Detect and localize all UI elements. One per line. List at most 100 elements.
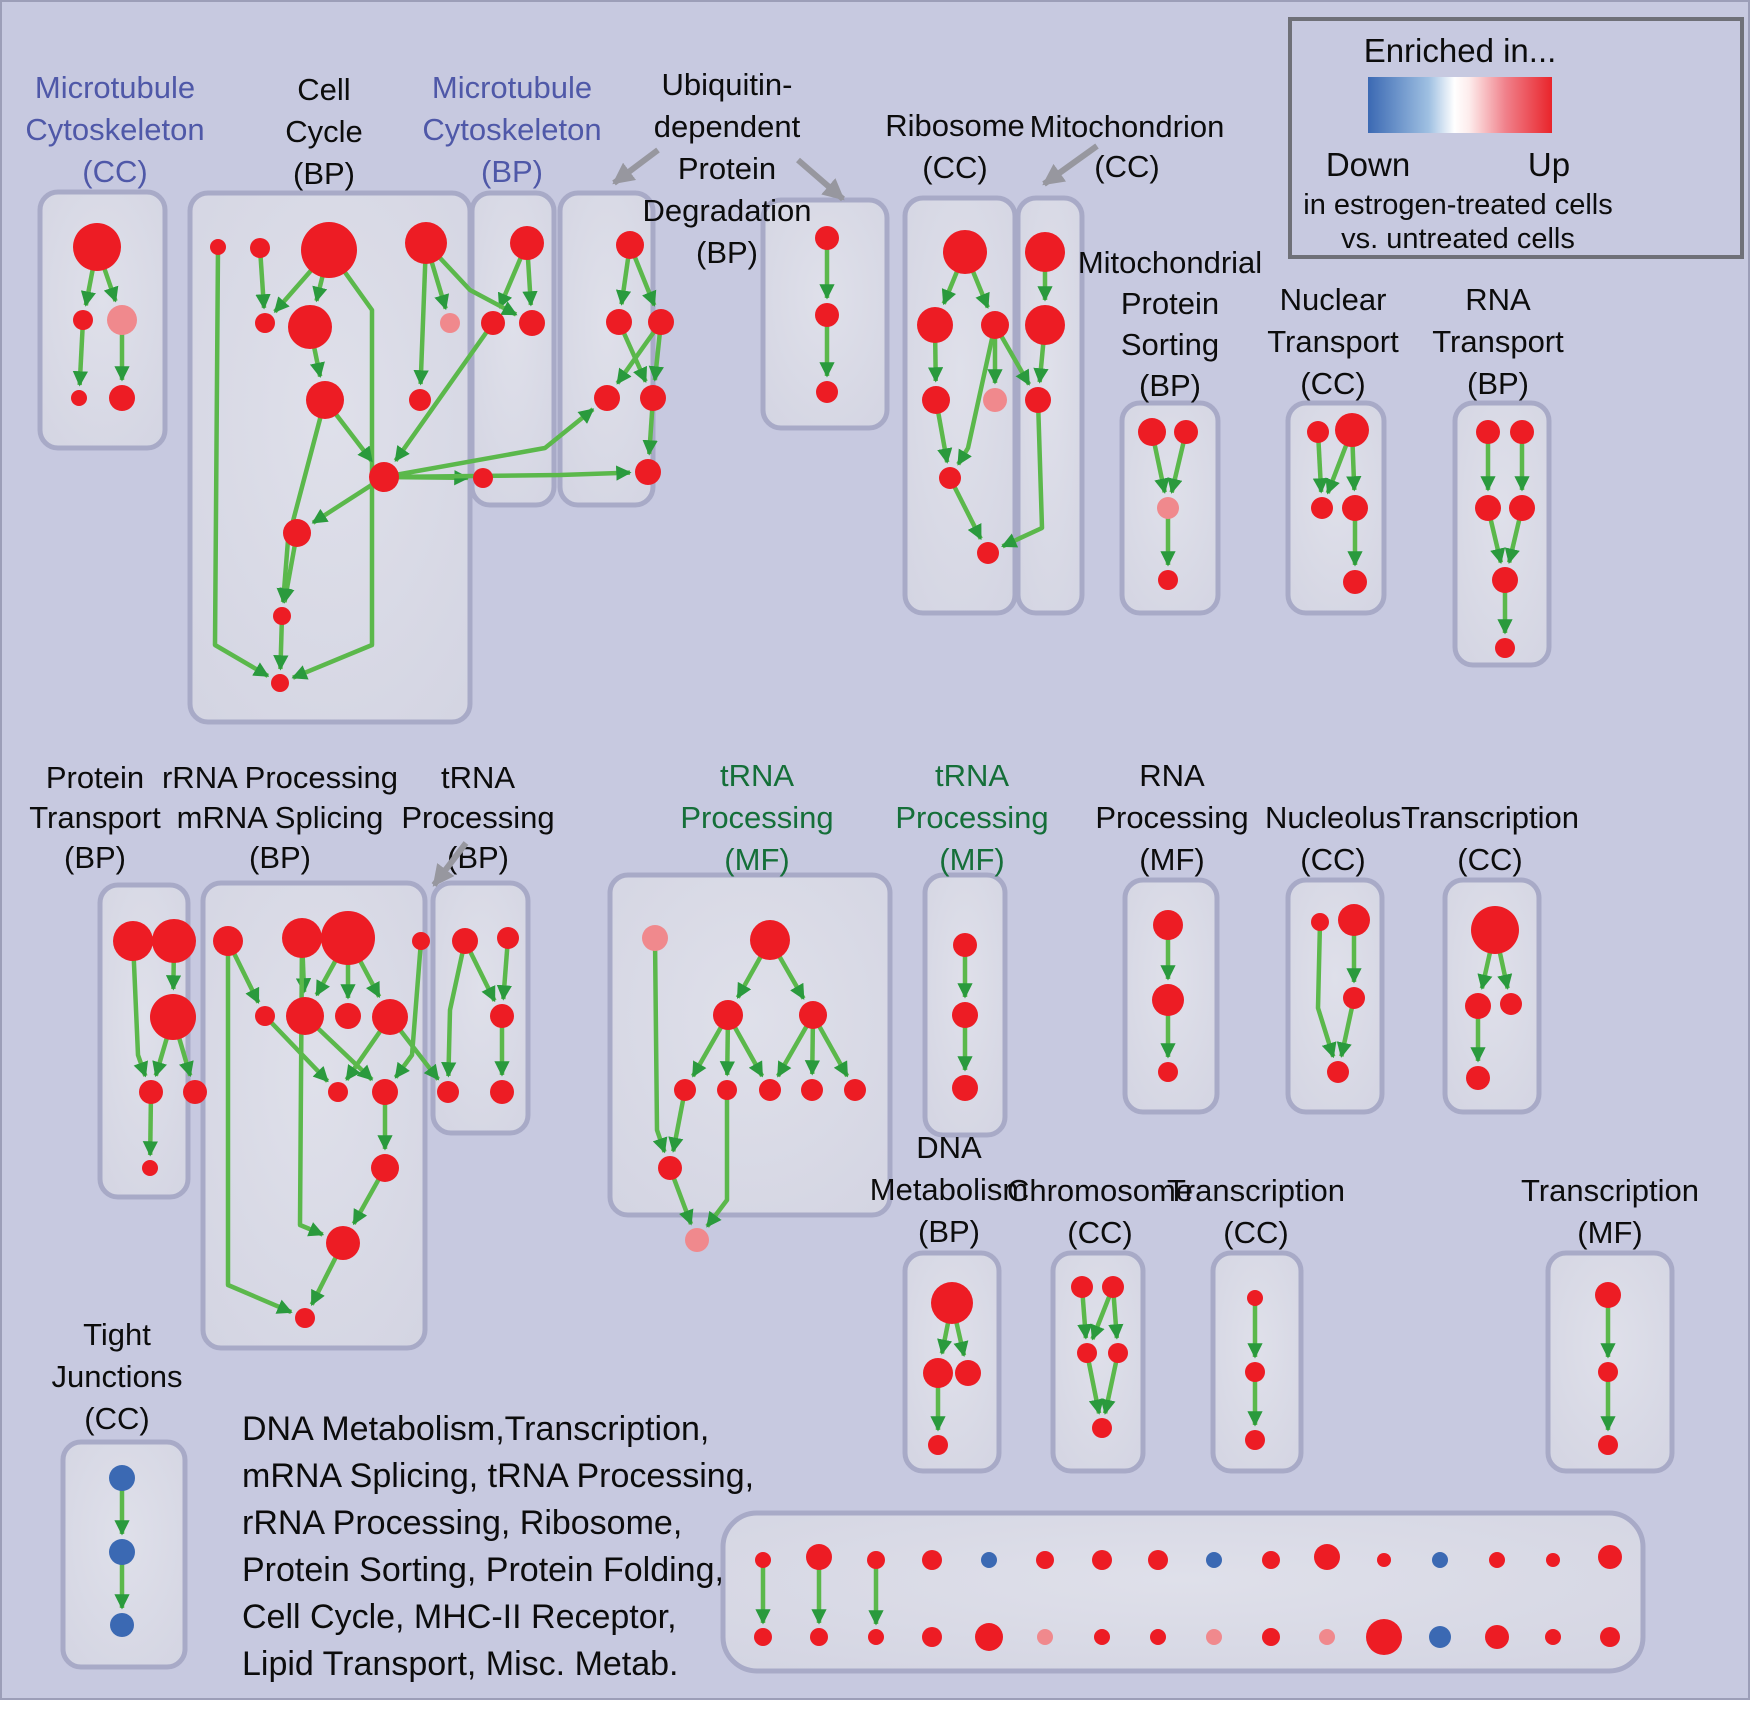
node-trna-processing-mf-1-9	[658, 1156, 682, 1180]
node-microtubule-bp-1	[481, 311, 505, 335]
node-misc-strip-3	[922, 1550, 942, 1570]
edge-nucleolus-cc	[1315, 921, 1337, 1059]
cluster-box-trna-processing-mf-1	[607, 872, 893, 1218]
node-misc-strip-31	[1600, 1627, 1620, 1647]
node-cell-cycle-bp-6	[440, 313, 460, 333]
cluster-label-ubiquitin-a: Ubiquitin-dependent Protein Degradation (BP…	[643, 67, 812, 270]
node-rrna-mrna-bp-8	[328, 1082, 348, 1102]
node-ubiquitin-a-1	[606, 309, 632, 335]
cluster-box-chromosome-cc	[1050, 1250, 1146, 1474]
node-protein-transport-bp-5	[142, 1160, 158, 1176]
node-misc-strip-24	[1206, 1629, 1222, 1645]
node-trna-processing-mf-1-10	[685, 1228, 709, 1252]
edge-rrna-mrna-bp	[263, 1014, 330, 1083]
node-rrna-mrna-bp-12	[295, 1308, 315, 1328]
node-cell-cycle-bp-5	[288, 305, 332, 349]
edge-rrna-mrna-bp	[393, 940, 424, 1079]
node-ribosome-cc-0	[943, 230, 987, 274]
node-rna-transport-bp-1	[1510, 420, 1534, 444]
node-rrna-mrna-bp-9	[372, 1079, 398, 1105]
node-rrna-mrna-bp-10	[371, 1154, 399, 1182]
node-misc-strip-2	[867, 1551, 885, 1569]
edge-protein-transport-bp	[130, 940, 149, 1078]
node-trna-processing-bp-0	[452, 928, 478, 954]
cluster-box-microtubule-cc	[37, 189, 168, 451]
node-mitochondrion-cc-1	[1025, 305, 1065, 345]
node-misc-strip-20	[975, 1623, 1003, 1651]
node-nucleolus-cc-2	[1343, 987, 1365, 1009]
cluster-label-chromosome-cc: Chromosome (CC)	[1007, 1173, 1193, 1250]
cluster-box-mitochondrion-cc	[1015, 195, 1085, 616]
node-rrna-mrna-bp-6	[335, 1003, 361, 1029]
edge-cell-cycle-bp	[413, 242, 429, 386]
node-nuclear-transport-cc-2	[1311, 497, 1333, 519]
node-misc-strip-29	[1485, 1625, 1509, 1649]
node-nuclear-transport-cc-1	[1335, 413, 1369, 447]
node-trna-processing-mf-2-0	[953, 933, 977, 957]
node-misc-strip-14	[1546, 1553, 1560, 1567]
node-misc-strip-8	[1206, 1552, 1222, 1568]
node-cell-cycle-bp-8	[409, 389, 431, 411]
node-dna-metabolism-bp-3	[928, 1435, 948, 1455]
cluster-label-cell-cycle-bp: Cell Cycle (BP)	[285, 72, 363, 191]
node-rna-transport-bp-2	[1475, 495, 1501, 521]
node-ribosome-cc-5	[939, 467, 961, 489]
node-rrna-mrna-bp-11	[326, 1226, 360, 1260]
node-ribosome-cc-1	[917, 307, 953, 343]
cluster-label-tight-junctions-cc: Tight Junctions (CC)	[52, 1317, 183, 1436]
node-rrna-mrna-bp-0	[213, 926, 243, 956]
node-misc-strip-26	[1319, 1629, 1335, 1645]
summary-note: DNA Metabolism,Transcription, mRNA Splici…	[242, 1410, 754, 1683]
node-trna-processing-bp-4	[490, 1080, 514, 1104]
cluster-label-mitochondrion-cc: Mitochondrion (CC)	[1030, 109, 1225, 184]
node-misc-strip-21	[1037, 1629, 1053, 1645]
legend-down-label: Down	[1326, 146, 1410, 183]
label-pointer-arrow-2	[1042, 143, 1099, 187]
node-nucleolus-cc-0	[1311, 913, 1329, 931]
node-misc-strip-7	[1148, 1550, 1168, 1570]
node-rna-transport-bp-4	[1492, 567, 1518, 593]
node-cell-cycle-bp-11	[273, 607, 291, 625]
node-transcription-cc-2-2	[1245, 1430, 1265, 1450]
edge-trna-processing-mf-1	[652, 937, 668, 1154]
node-microtubule-cc-4	[109, 385, 135, 411]
node-rna-processing-mf-0	[1153, 910, 1183, 940]
node-cell-cycle-bp-4	[255, 313, 275, 333]
cluster-label-transcription-mf: Transcription (MF)	[1521, 1173, 1699, 1250]
node-trna-processing-mf-1-0	[642, 925, 668, 951]
cluster-label-nucleolus-cc: Nucleolus (CC)	[1265, 800, 1401, 877]
node-misc-strip-28	[1429, 1626, 1451, 1648]
node-ribosome-cc-3	[922, 386, 950, 414]
cross-edge	[1001, 399, 1045, 549]
node-trna-processing-bp-1	[497, 927, 519, 949]
cluster-label-rna-transport-bp: RNA Transport (BP)	[1432, 282, 1564, 401]
edge-rrna-mrna-bp	[225, 941, 293, 1315]
node-protein-transport-bp-1	[152, 919, 196, 963]
cluster-label-transcription-cc-2: Transcription (CC)	[1167, 1173, 1345, 1250]
node-ribosome-cc-4	[983, 388, 1007, 412]
node-trna-processing-bp-3	[437, 1081, 459, 1103]
node-misc-strip-4	[981, 1552, 997, 1568]
node-transcription-cc-2-1	[1245, 1362, 1265, 1382]
node-tight-junctions-cc-1	[109, 1539, 135, 1565]
cluster-box-rna-transport-bp	[1452, 400, 1552, 668]
node-dna-metabolism-bp-0	[931, 1282, 973, 1324]
node-rrna-mrna-bp-5	[286, 997, 324, 1035]
node-misc-strip-10	[1314, 1544, 1340, 1570]
cross-edge	[383, 465, 632, 481]
label-pointer-arrow-1	[796, 157, 845, 202]
legend-box	[1288, 17, 1744, 259]
node-cell-cycle-bp-3	[405, 222, 447, 264]
edge-chromosome-cc	[1100, 1352, 1121, 1415]
node-trna-processing-mf-2-1	[952, 1002, 978, 1028]
cluster-label-nuclear-transport-cc: Nuclear Transport (CC)	[1267, 282, 1399, 401]
node-transcription-mf-0	[1595, 1282, 1621, 1308]
legend-line1: in estrogen-treated cells	[1303, 189, 1613, 221]
node-misc-strip-22	[1094, 1629, 1110, 1645]
node-trna-processing-bp-2	[490, 1004, 514, 1028]
node-trna-processing-mf-1-8	[844, 1079, 866, 1101]
legend-gradient-bar	[1368, 77, 1552, 133]
node-cell-cycle-bp-0	[210, 239, 226, 255]
node-trna-processing-mf-1-4	[674, 1079, 696, 1101]
